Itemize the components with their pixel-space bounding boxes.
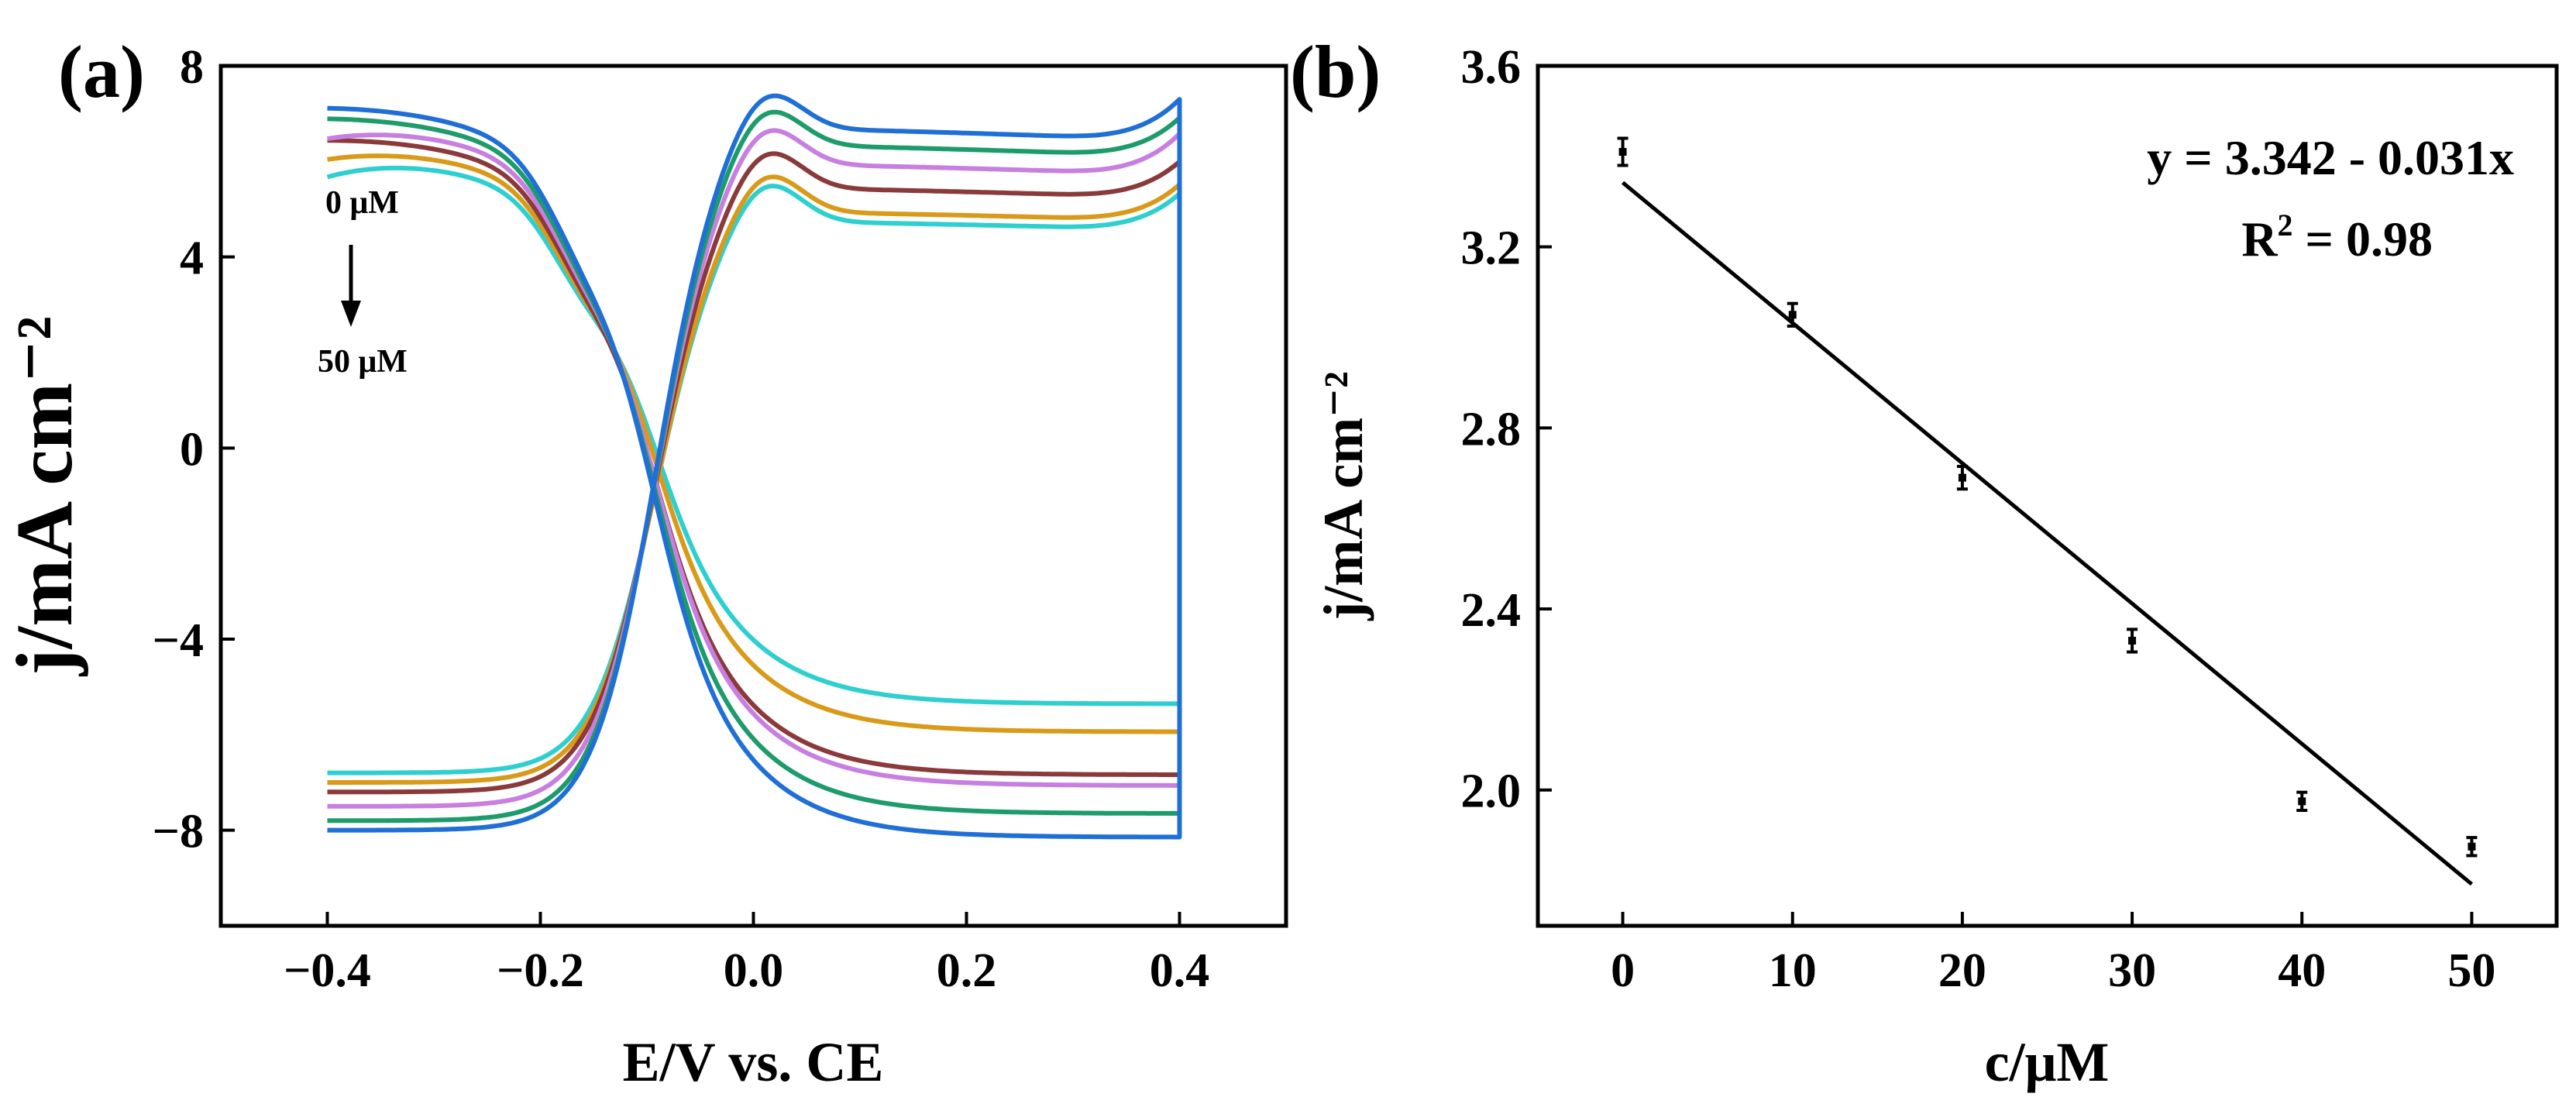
r-squared-value: = 0.98 bbox=[2293, 211, 2433, 267]
cal-y-axis: 3.6 3.2 2.8 2.4 2.0 bbox=[1461, 41, 1552, 818]
cv-y-axis: 8 4 0 −4 −8 bbox=[153, 41, 235, 858]
cv-series-line bbox=[327, 153, 1182, 785]
cal-points bbox=[1617, 136, 2478, 858]
cal-x-tick-label: 50 bbox=[2447, 944, 2495, 997]
calibration-chart: 0 10 20 30 40 50 3.6 3.2 2.8 2.4 2.0 c/μM j/mA cm… bbox=[1312, 41, 2559, 1093]
cal-x-tick-label: 40 bbox=[2278, 944, 2326, 997]
cal-x-tick-label: 20 bbox=[1938, 944, 1986, 997]
cv-y-tick-label: 8 bbox=[180, 41, 204, 94]
regression-line bbox=[1621, 181, 2474, 886]
cv-y-tick-label: 0 bbox=[180, 423, 204, 476]
cal-x-tick-label: 0 bbox=[1611, 944, 1635, 997]
data-point bbox=[2128, 636, 2137, 645]
r-squared-superscript: 2 bbox=[2278, 208, 2293, 242]
cv-chart: −0.4 −0.2 0.0 0.2 0.4 8 4 0 −4 −8 E/V vs. CE j/m… bbox=[0, 41, 1288, 1093]
r-squared: R2 = 0.98 bbox=[2241, 208, 2433, 267]
cal-y-tick-label: 3.6 bbox=[1461, 41, 1522, 94]
cal-x-tick-label: 30 bbox=[2108, 944, 2156, 997]
cv-x-axis-label: E/V vs. CE bbox=[623, 1031, 884, 1093]
data-point bbox=[1788, 311, 1797, 319]
cv-series-line bbox=[326, 165, 1182, 775]
cv-y-tick-label: −8 bbox=[153, 806, 204, 858]
cv-x-tick-label: 0.4 bbox=[1150, 944, 1210, 997]
cv-y-tick-label: 4 bbox=[180, 232, 204, 285]
cv-x-tick-label: −0.2 bbox=[497, 944, 584, 997]
r-squared-label: R bbox=[2241, 211, 2278, 267]
cal-fit-group bbox=[1621, 181, 2474, 886]
data-point bbox=[2468, 842, 2476, 851]
panel-label-a: (a) bbox=[58, 30, 145, 113]
data-point bbox=[2298, 797, 2306, 806]
regression-equation: y = 3.342 - 0.031x bbox=[2147, 130, 2514, 185]
data-point bbox=[1618, 148, 1627, 156]
cal-x-axis-label: c/μM bbox=[1985, 1031, 2110, 1093]
cv-x-axis: −0.4 −0.2 0.0 0.2 0.4 bbox=[284, 912, 1209, 997]
cal-plot-frame bbox=[1536, 64, 2559, 928]
cv-x-tick-label: 0.0 bbox=[724, 944, 784, 997]
cv-x-tick-label: 0.2 bbox=[937, 944, 997, 997]
annotation-0uM: 0 μM bbox=[325, 185, 399, 221]
cal-y-axis-label: j/mA cm⁻² bbox=[1312, 371, 1374, 621]
annotation-50uM: 50 μM bbox=[318, 344, 408, 380]
cal-y-tick-label: 2.0 bbox=[1461, 765, 1522, 818]
cv-x-tick-label: −0.4 bbox=[284, 944, 371, 997]
cal-x-tick-label: 10 bbox=[1769, 944, 1817, 997]
data-point bbox=[1958, 473, 1966, 482]
cv-series-line bbox=[327, 138, 1182, 795]
cv-curves bbox=[326, 93, 1182, 840]
cv-y-axis-label: j/mA cm⁻² bbox=[0, 316, 89, 676]
cal-y-tick-label: 2.4 bbox=[1461, 584, 1522, 637]
cal-y-tick-label: 2.8 bbox=[1461, 403, 1522, 456]
cal-x-axis: 0 10 20 30 40 50 bbox=[1611, 912, 2495, 997]
concentration-arrow-head bbox=[341, 301, 361, 327]
panel-label-b: (b) bbox=[1290, 30, 1381, 113]
cv-series-line bbox=[327, 93, 1182, 840]
cv-y-tick-label: −4 bbox=[153, 614, 204, 667]
cal-y-tick-label: 3.2 bbox=[1461, 222, 1522, 275]
